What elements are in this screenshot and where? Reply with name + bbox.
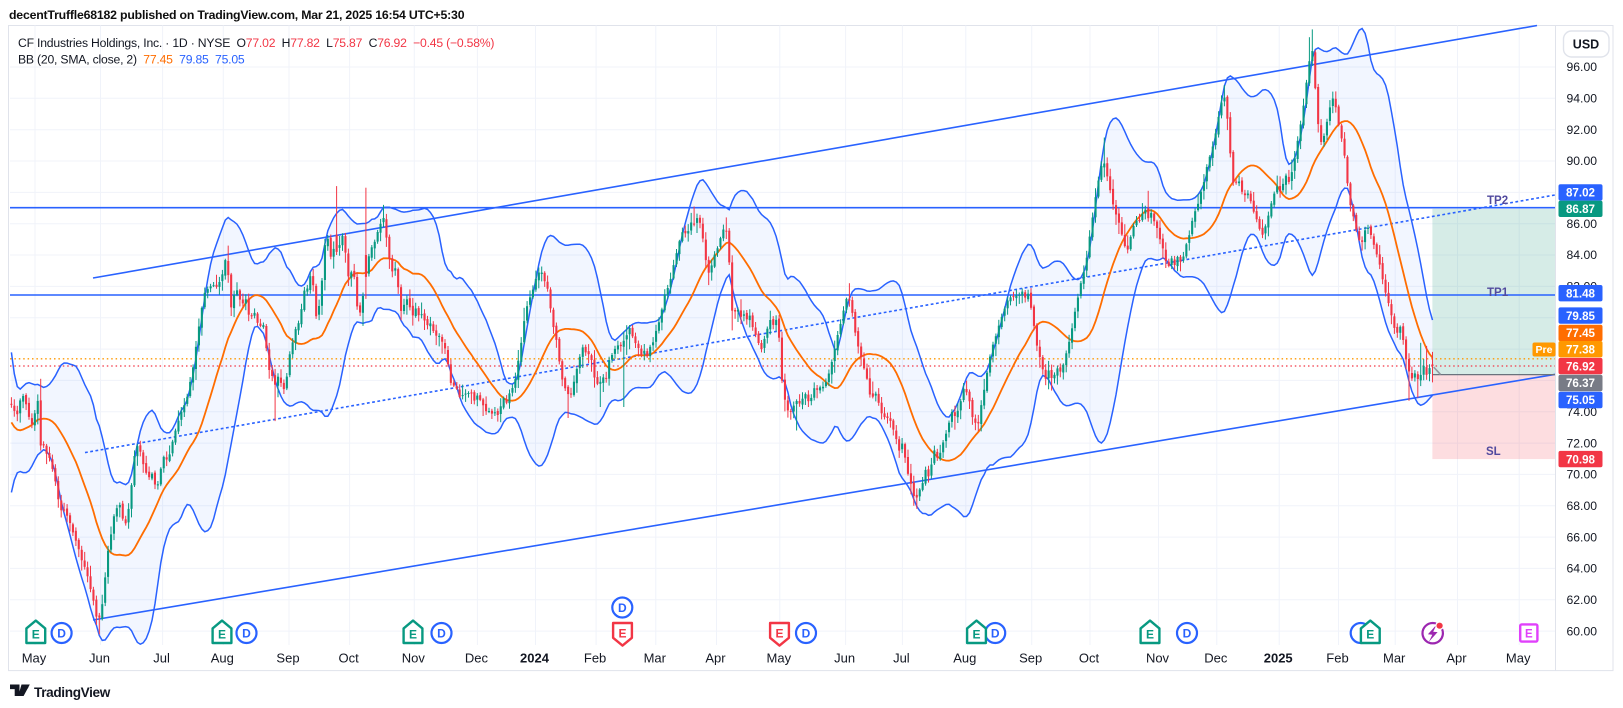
svg-text:E: E <box>1525 628 1533 640</box>
svg-text:94.00: 94.00 <box>1567 92 1598 106</box>
svg-text:CF Industries Holdings, Inc. ·: CF Industries Holdings, Inc. · 1D · NYSE… <box>18 36 494 50</box>
svg-text:64.00: 64.00 <box>1567 562 1598 576</box>
svg-text:90.00: 90.00 <box>1567 154 1598 168</box>
svg-text:Mar: Mar <box>644 651 667 666</box>
svg-text:Nov: Nov <box>1146 651 1170 666</box>
svg-text:Jul: Jul <box>893 651 910 666</box>
svg-text:Nov: Nov <box>402 651 426 666</box>
svg-text:Jun: Jun <box>89 651 110 666</box>
svg-text:Sep: Sep <box>1019 651 1042 666</box>
svg-text:Mar: Mar <box>1383 651 1406 666</box>
svg-text:D: D <box>1183 626 1192 640</box>
svg-text:TP1: TP1 <box>1487 287 1509 299</box>
svg-text:77.45: 77.45 <box>1566 327 1596 340</box>
svg-text:D: D <box>802 626 811 640</box>
svg-text:USD: USD <box>1573 38 1599 52</box>
svg-text:86.00: 86.00 <box>1567 217 1598 231</box>
svg-text:60.00: 60.00 <box>1567 624 1598 638</box>
svg-text:Oct: Oct <box>338 651 359 666</box>
svg-text:E: E <box>32 627 40 641</box>
svg-text:May: May <box>22 651 47 666</box>
svg-text:E: E <box>618 626 626 640</box>
svg-text:decentTruffle68182 published o: decentTruffle68182 published on TradingV… <box>9 8 465 22</box>
svg-text:76.92: 76.92 <box>1566 360 1595 373</box>
svg-text:Aug: Aug <box>953 651 976 666</box>
svg-text:E: E <box>972 627 980 641</box>
svg-text:76.37: 76.37 <box>1566 377 1595 390</box>
svg-text:Dec: Dec <box>1204 651 1228 666</box>
svg-text:79.85: 79.85 <box>1566 310 1596 323</box>
svg-text:Apr: Apr <box>1446 651 1467 666</box>
svg-text:Jun: Jun <box>834 651 855 666</box>
svg-text:2025: 2025 <box>1264 651 1293 666</box>
svg-text:Apr: Apr <box>705 651 726 666</box>
svg-text:Oct: Oct <box>1079 651 1100 666</box>
svg-text:May: May <box>767 651 792 666</box>
svg-text:2024: 2024 <box>520 651 550 666</box>
svg-text:92.00: 92.00 <box>1567 123 1598 137</box>
svg-text:70.00: 70.00 <box>1567 468 1598 482</box>
svg-text:BB (20, SMA, close, 2) 77.45: BB (20, SMA, close, 2) 77.45 79.85 75.05 <box>18 53 245 67</box>
svg-text:E: E <box>1366 627 1374 641</box>
svg-text:D: D <box>618 601 627 615</box>
svg-text:Feb: Feb <box>584 651 606 666</box>
svg-text:E: E <box>775 626 783 640</box>
svg-text:SL: SL <box>1486 446 1501 458</box>
svg-text:E: E <box>1146 627 1154 641</box>
svg-text:Sep: Sep <box>276 651 299 666</box>
svg-text:Jul: Jul <box>153 651 170 666</box>
svg-text:66.00: 66.00 <box>1567 530 1598 544</box>
svg-text:96.00: 96.00 <box>1567 60 1598 74</box>
svg-text:77.38: 77.38 <box>1566 343 1596 356</box>
svg-text:Pre: Pre <box>1536 344 1553 356</box>
svg-text:86.87: 86.87 <box>1566 203 1595 216</box>
svg-text:TradingView: TradingView <box>34 685 111 700</box>
svg-text:75.05: 75.05 <box>1566 394 1596 407</box>
svg-text:84.00: 84.00 <box>1567 248 1598 262</box>
svg-text:74.00: 74.00 <box>1567 405 1598 419</box>
svg-text:D: D <box>57 626 66 640</box>
svg-text:Dec: Dec <box>465 651 489 666</box>
svg-text:68.00: 68.00 <box>1567 499 1598 513</box>
svg-text:70.98: 70.98 <box>1566 453 1596 466</box>
svg-text:81.48: 81.48 <box>1566 287 1596 300</box>
svg-text:May: May <box>1506 651 1531 666</box>
svg-text:Aug: Aug <box>211 651 234 666</box>
svg-text:62.00: 62.00 <box>1567 593 1598 607</box>
svg-text:Feb: Feb <box>1326 651 1348 666</box>
svg-text:D: D <box>991 626 1000 640</box>
svg-text:87.02: 87.02 <box>1566 187 1595 200</box>
svg-text:D: D <box>437 626 446 640</box>
svg-text:E: E <box>218 627 226 641</box>
svg-text:D: D <box>242 626 251 640</box>
svg-text:TP2: TP2 <box>1487 195 1508 207</box>
svg-text:72.00: 72.00 <box>1567 436 1598 450</box>
svg-text:E: E <box>409 627 417 641</box>
